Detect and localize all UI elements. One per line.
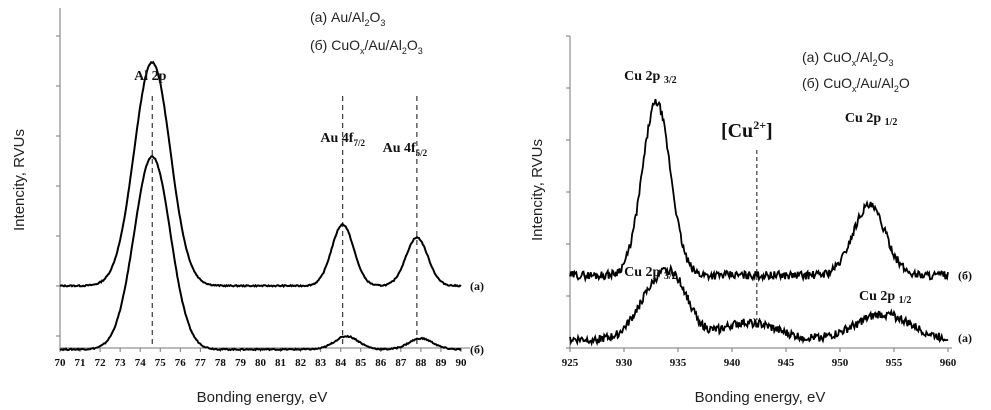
- right-cu2plus-annotation: [Cu2+]: [721, 118, 773, 142]
- right-series-label: (а): [958, 331, 972, 345]
- chart-left-xps-al-au: 70 71 72 73 74 75 76 77 78 79 80 81 82 83 84 85 86 87 88 89…: [11, 8, 484, 406]
- right-peak-lines: [753, 150, 761, 328]
- right-x-tick-label: 925: [562, 357, 579, 369]
- left-annotations: Al 2p Au 4f7/2 Au 4f5/2: [134, 69, 428, 158]
- left-x-tick-label: 88: [415, 357, 427, 369]
- left-x-tick-label: 72: [95, 357, 107, 369]
- left-x-tick-label: 84: [335, 357, 347, 369]
- chart-right-xps-cu: 925 930 935 940 945 950 955 960 Cu 2p 3/2Cu 2p …: [529, 35, 972, 406]
- right-annotations: Cu 2p 3/2 Cu 2p 1/2 Cu 2p 3/2 Cu 2p 1/2 [Cu2…: [624, 69, 911, 306]
- left-y-axis-label: Intencity, RVUs: [11, 129, 28, 231]
- left-series-labels: (а) (б): [470, 279, 484, 357]
- right-y-axis-label: Intencity, RVUs: [529, 139, 546, 241]
- right-x-tick-label: 940: [724, 357, 741, 369]
- left-legend-entry: (а) Au/Al2O3: [310, 9, 385, 28]
- left-x-tick-label: 70: [55, 357, 67, 369]
- right-peak-annotation: Cu 2p 3/2: [624, 69, 676, 86]
- left-peak-annotation: Au 4f5/2: [383, 141, 428, 158]
- right-x-tick-label: 950: [832, 357, 849, 369]
- right-x-tick-label: 935: [670, 357, 687, 369]
- left-x-tick-label: 82: [295, 357, 307, 369]
- right-x-ticks: 925 930 935 940 945 950 955 960: [562, 348, 957, 369]
- right-peak-annotation: Cu 2p 1/2: [845, 111, 897, 128]
- right-x-tick-label: 930: [616, 357, 633, 369]
- right-y-ticks: [566, 35, 570, 349]
- left-x-axis-label: Bonding energy, eV: [197, 389, 328, 406]
- left-x-tick-label: 86: [375, 357, 387, 369]
- right-legend-entry: (а) CuOx/Al2O3: [802, 49, 894, 68]
- right-series-line: [569, 98, 949, 283]
- left-series: [59, 60, 462, 352]
- left-x-tick-label: 74: [135, 357, 147, 369]
- right-peak-annotation: Cu 2p 1/2: [859, 289, 911, 306]
- left-peak-annotation: Au 4f7/2: [320, 131, 365, 148]
- left-x-tick-label: 78: [215, 357, 227, 369]
- left-legend: (а) Au/Al2O3 (б) CuOx/Au/Al2O3: [310, 9, 423, 56]
- right-x-tick-label: 955: [886, 357, 903, 369]
- right-x-tick-label: 945: [778, 357, 795, 369]
- left-series-line: [59, 154, 462, 352]
- left-x-tick-label: 77: [195, 357, 207, 369]
- left-series-label: (а): [470, 279, 484, 293]
- left-x-tick-label: 89: [435, 357, 447, 369]
- left-x-tick-label: 83: [315, 357, 327, 369]
- left-x-tick-label: 76: [175, 357, 187, 369]
- right-peak-annotation: Cu 2p 3/2: [624, 265, 676, 282]
- left-series-line: [59, 60, 462, 289]
- left-x-tick-label: 75: [155, 357, 167, 369]
- right-legend: (а) CuOx/Al2O3 (б) CuOx/Au/Al2O: [802, 49, 910, 94]
- left-x-tick-label: 81: [275, 357, 286, 369]
- right-x-axis-label: Bonding energy, eV: [695, 389, 826, 406]
- right-series-labels: (б) (а): [958, 268, 972, 345]
- right-series: [569, 98, 949, 347]
- left-x-tick-label: 87: [395, 357, 407, 369]
- left-x-ticks: 70 71 72 73 74 75 76 77 78 79 80 81 82 83 84 85 86 87 88 89…: [55, 348, 468, 369]
- right-series-label: (б): [958, 268, 972, 282]
- left-x-tick-label: 90: [456, 357, 468, 369]
- right-legend-entry: (б) CuOx/Au/Al2O: [802, 75, 910, 94]
- right-series-line: [569, 263, 949, 347]
- left-y-ticks: [56, 35, 60, 337]
- left-x-tick-label: 79: [235, 357, 247, 369]
- left-peak-annotation: Al 2p: [134, 69, 167, 84]
- left-x-tick-label: 85: [355, 357, 367, 369]
- left-legend-entry: (б) CuOx/Au/Al2O3: [310, 37, 423, 56]
- left-x-tick-label: 73: [115, 357, 127, 369]
- left-x-tick-label: 80: [255, 357, 267, 369]
- left-series-label: (б): [470, 342, 484, 356]
- left-x-tick-label: 71: [75, 357, 86, 369]
- right-x-tick-label: 960: [940, 357, 957, 369]
- left-peak-lines: [151, 96, 418, 346]
